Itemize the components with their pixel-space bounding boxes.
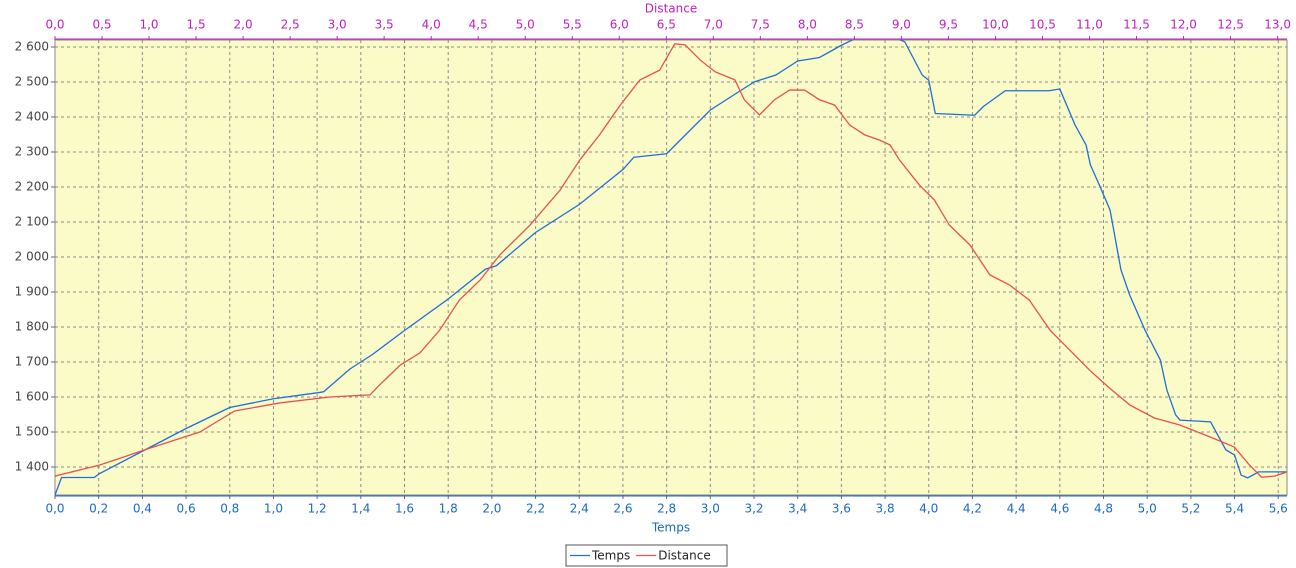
legend: Temps Distance xyxy=(565,544,728,567)
x2-tick-label: 5,0 xyxy=(516,18,535,32)
x-tick-label: 0,0 xyxy=(45,502,64,516)
x2-tick-label: 3,5 xyxy=(375,18,394,32)
x2-tick-label: 5,5 xyxy=(563,18,582,32)
y-tick-label: 2 200 xyxy=(15,180,49,194)
x2-tick-label: 9,5 xyxy=(939,18,958,32)
x-tick-label: 1,8 xyxy=(439,502,458,516)
axes: 1 400 1 500 1 600 1 700 1 800 1 900 2 000 2 100… xyxy=(15,18,1291,516)
x2-tick-label: 12,5 xyxy=(1217,18,1244,32)
y-tick-label: 1 600 xyxy=(15,390,49,404)
series-group xyxy=(55,40,1287,495)
x2-axis-title: Distance xyxy=(645,2,697,16)
x2-tick-label: 7,0 xyxy=(704,18,723,32)
x2-tick-label: 8,5 xyxy=(845,18,864,32)
y-tick-label: 2 100 xyxy=(15,215,49,229)
x-tick-label: 0,2 xyxy=(89,502,108,516)
x-tick-label: 3,6 xyxy=(832,502,851,516)
x-tick-label: 5,2 xyxy=(1181,502,1200,516)
x-tick-label: 3,0 xyxy=(701,502,720,516)
legend-label: Temps xyxy=(591,549,630,563)
x-tick-label: 3,4 xyxy=(788,502,807,516)
x-tick-label: 2,2 xyxy=(526,502,545,516)
x-tick-label: 4,2 xyxy=(963,502,982,516)
x-tick-label: 4,0 xyxy=(919,502,938,516)
x2-tick-label: 6,0 xyxy=(610,18,629,32)
x2-tick-label: 11,0 xyxy=(1076,18,1103,32)
x-tick-label: 1,2 xyxy=(308,502,327,516)
series-line xyxy=(55,43,1287,478)
x-tick-label: 0,6 xyxy=(177,502,196,516)
x-tick-label: 2,8 xyxy=(657,502,676,516)
x2-tick-label: 11,5 xyxy=(1123,18,1150,32)
y-tick-label: 1 900 xyxy=(15,285,49,299)
x-tick-label: 5,6 xyxy=(1269,502,1288,516)
x-tick-label: 2,6 xyxy=(613,502,632,516)
x-tick-label: 3,2 xyxy=(744,502,763,516)
x2-tick-label: 10,5 xyxy=(1029,18,1056,32)
x-tick-label: 2,0 xyxy=(482,502,501,516)
x2-tick-label: 13,0 xyxy=(1264,18,1291,32)
y-tick-label: 1 700 xyxy=(15,355,49,369)
y-tick-label: 2 500 xyxy=(15,75,49,89)
y-tick-label: 2 600 xyxy=(15,40,49,54)
x2-tick-label: 10,0 xyxy=(982,18,1009,32)
x-tick-label: 2,4 xyxy=(570,502,589,516)
x2-tick-label: 2,0 xyxy=(234,18,253,32)
x-tick-label: 1,0 xyxy=(264,502,283,516)
x2-tick-label: 1,0 xyxy=(139,18,158,32)
x2-tick-label: 7,5 xyxy=(751,18,770,32)
x-tick-label: 4,8 xyxy=(1094,502,1113,516)
x-tick-label: 0,8 xyxy=(220,502,239,516)
x2-tick-label: 0,0 xyxy=(45,18,64,32)
x-tick-label: 5,4 xyxy=(1225,502,1244,516)
plot-area xyxy=(54,39,1288,496)
x2-tick-label: 2,5 xyxy=(281,18,300,32)
x2-tick-label: 4,5 xyxy=(469,18,488,32)
x2-tick-label: 9,0 xyxy=(892,18,911,32)
y-tick-label: 2 400 xyxy=(15,110,49,124)
y-tick-label: 2 000 xyxy=(15,250,49,264)
y-tick-label: 1 500 xyxy=(15,425,49,439)
x2-tick-label: 1,5 xyxy=(187,18,206,32)
x-axis-title: Temps xyxy=(651,521,690,535)
x-tick-label: 1,4 xyxy=(351,502,370,516)
y-tick-label: 2 300 xyxy=(15,145,49,159)
x2-tick-label: 4,0 xyxy=(422,18,441,32)
x-tick-label: 5,0 xyxy=(1138,502,1157,516)
x-tick-label: 0,4 xyxy=(133,502,152,516)
x-tick-label: 4,4 xyxy=(1007,502,1026,516)
x2-tick-label: 8,0 xyxy=(798,18,817,32)
x-tick-label: 1,6 xyxy=(395,502,414,516)
x2-tick-label: 3,0 xyxy=(328,18,347,32)
x-tick-label: 3,8 xyxy=(876,502,895,516)
x2-tick-label: 0,5 xyxy=(92,18,111,32)
y-tick-label: 1 800 xyxy=(15,320,49,334)
legend-label: Distance xyxy=(658,549,710,563)
x-tick-label: 4,6 xyxy=(1050,502,1069,516)
series-line xyxy=(55,40,1287,495)
x2-tick-label: 12,0 xyxy=(1170,18,1197,32)
grid xyxy=(54,40,1287,495)
x2-tick-label: 6,5 xyxy=(657,18,676,32)
y-tick-label: 1 400 xyxy=(15,460,49,474)
